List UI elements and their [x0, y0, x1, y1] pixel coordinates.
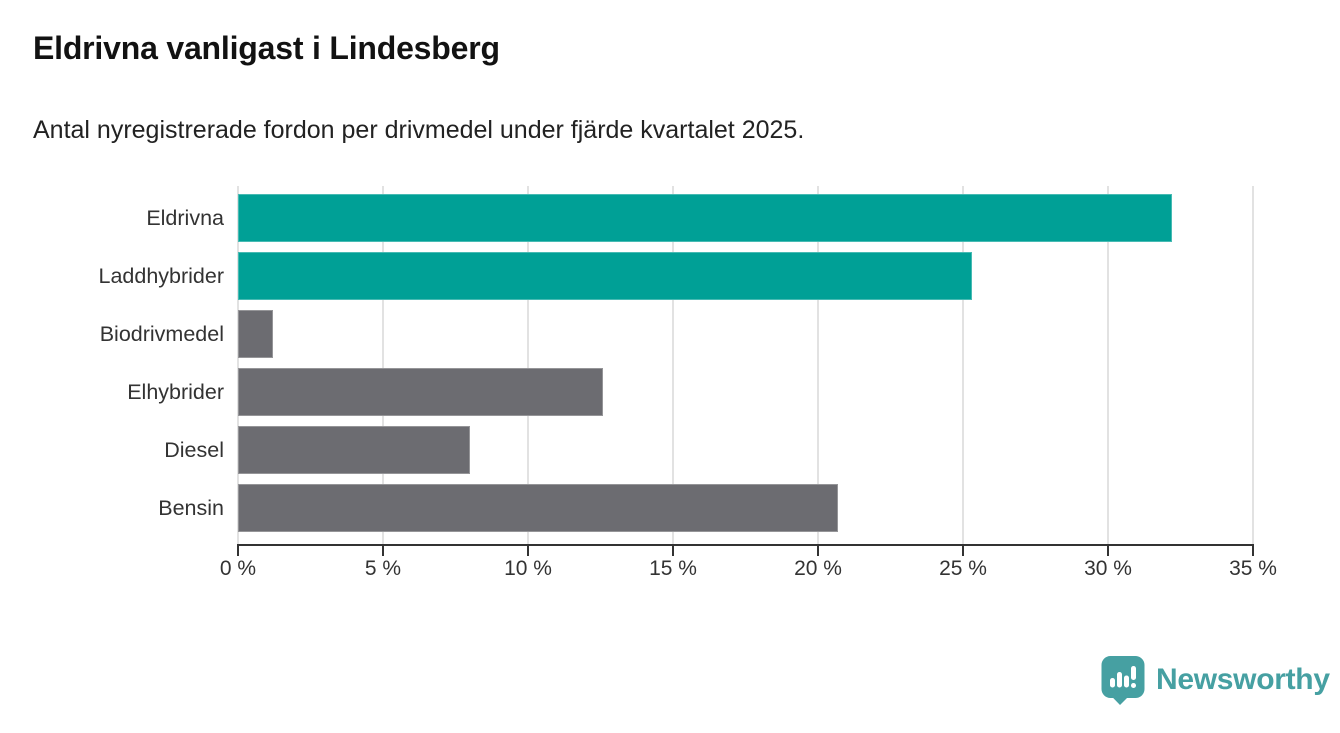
- x-axis-tick-label: 10 %: [504, 557, 552, 580]
- x-axis-tick-label: 20 %: [794, 557, 842, 580]
- category-label: Eldrivna: [146, 206, 224, 230]
- chart-title: Eldrivna vanligast i Lindesberg: [33, 30, 500, 66]
- newsworthy-logo: Newsworthy: [1100, 655, 1330, 705]
- x-axis-tick: [672, 546, 674, 556]
- category-labels: Eldrivna Laddhybrider Biodrivmedel Elhybrid…: [0, 186, 224, 546]
- x-axis-line: [237, 544, 1254, 546]
- gridline: [1252, 186, 1254, 544]
- gridline: [381, 186, 384, 544]
- gridline: [672, 186, 674, 544]
- category-label: Elhybrider: [127, 380, 224, 404]
- category-label: Bensin: [158, 496, 224, 520]
- plot-area: [237, 186, 1254, 546]
- x-axis-tick-label: 30 %: [1084, 557, 1132, 580]
- x-axis-tick: [962, 546, 964, 556]
- bar-elhybrider: [238, 368, 604, 416]
- x-axis-tick: [237, 546, 239, 556]
- x-axis-tick-label: 35 %: [1229, 557, 1277, 580]
- bar-eldrivna: [238, 194, 1172, 242]
- category-label: Diesel: [164, 438, 224, 462]
- x-axis-tick-label: 25 %: [939, 557, 987, 580]
- bar-bensin: [238, 484, 839, 532]
- gridline: [962, 186, 964, 544]
- x-axis-tick-label: 5 %: [364, 557, 402, 580]
- x-axis-tick-label: 0 %: [219, 557, 257, 580]
- x-axis-tick: [526, 546, 529, 556]
- bar-laddhybrider: [238, 252, 972, 300]
- gridlines: [237, 186, 1254, 544]
- category-label: Biodrivmedel: [99, 322, 224, 346]
- gridline: [816, 186, 819, 544]
- newsworthy-logo-text: Newsworthy: [1156, 663, 1330, 696]
- bar-diesel: [238, 426, 470, 474]
- chart-subtitle: Antal nyregistrerade fordon per drivmede…: [33, 116, 805, 144]
- gridline: [1107, 186, 1109, 544]
- gridline: [526, 186, 529, 544]
- x-axis-tick: [816, 546, 819, 556]
- x-axis-tick: [1252, 546, 1254, 556]
- newsworthy-badge-icon: [1101, 656, 1145, 705]
- category-label: Laddhybrider: [98, 264, 224, 288]
- x-axis-ticks: 0 % 5 % 10 % 15 % 20 % 25 % 30 % 35 %: [220, 546, 1277, 586]
- bar-biodrivmedel: [238, 310, 273, 358]
- x-axis-tick: [1107, 546, 1109, 556]
- x-axis-tick: [381, 546, 384, 556]
- gridline: [237, 186, 239, 544]
- x-axis-tick-label: 15 %: [649, 557, 697, 580]
